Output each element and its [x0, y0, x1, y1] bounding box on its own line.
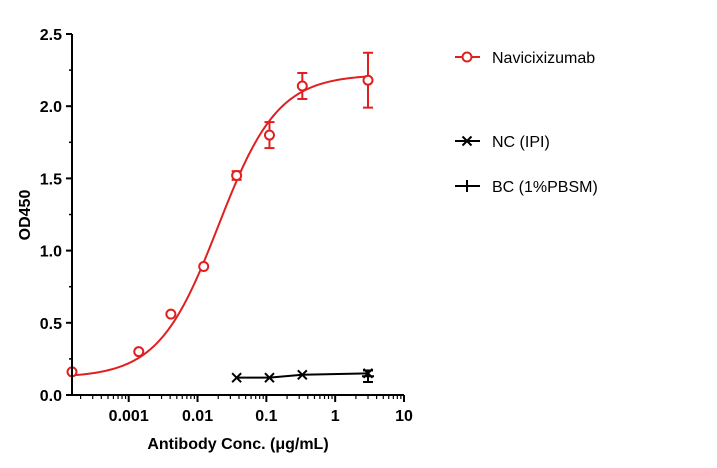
legend-marker: [461, 180, 473, 192]
y-tick-label: 1.5: [40, 171, 62, 188]
data-point: [297, 369, 308, 380]
y-tick-label: 0.5: [40, 316, 62, 333]
legend-label: BC (1%PBSM): [492, 179, 598, 196]
legend-item: NC (IPI): [455, 134, 550, 151]
data-point: [231, 170, 243, 182]
y-axis-title: OD450: [17, 190, 34, 241]
series-0: [66, 51, 374, 378]
data-point: [362, 74, 374, 86]
data-point: [231, 372, 242, 383]
x-tick-label: 0.01: [182, 408, 213, 425]
y-tick-label: 0.0: [40, 388, 62, 405]
y-tick-label: 1.0: [40, 244, 62, 261]
x-tick-label: 1: [331, 408, 340, 425]
data-point: [264, 372, 275, 383]
data-point: [133, 346, 145, 358]
series-fit-curve: [71, 75, 369, 377]
x-axis-title: Antibody Conc. (μg/mL): [147, 436, 328, 453]
data-point: [296, 80, 308, 92]
data-point: [362, 370, 375, 383]
legend-marker: [461, 135, 473, 147]
series-2: [362, 369, 375, 384]
legend-label: NC (IPI): [492, 134, 550, 151]
x-tick-label: 0.001: [109, 408, 149, 425]
legend-item: BC (1%PBSM): [455, 179, 598, 196]
data-point: [263, 129, 275, 141]
legend-marker: [461, 51, 473, 63]
data-point: [165, 308, 177, 320]
y-tick-label: 2.5: [40, 27, 62, 44]
x-tick-label: 10: [395, 408, 413, 425]
y-tick-label: 2.0: [40, 99, 62, 116]
series-line: [236, 372, 369, 379]
legend-label: Navicixizumab: [492, 50, 595, 67]
legend: Navicixizumab NC (IPI) BC (1%PBSM): [455, 50, 598, 196]
data-point: [198, 260, 210, 272]
axes-layer: 0.0 0.5 1.0 1.5 2.0 2.5 0.001 0.01 0.1 1 10: [40, 27, 413, 425]
series-1: [231, 368, 374, 383]
plot-layer: [66, 51, 375, 384]
x-tick-label: 0.1: [255, 408, 277, 425]
legend-item: Navicixizumab: [455, 50, 595, 67]
